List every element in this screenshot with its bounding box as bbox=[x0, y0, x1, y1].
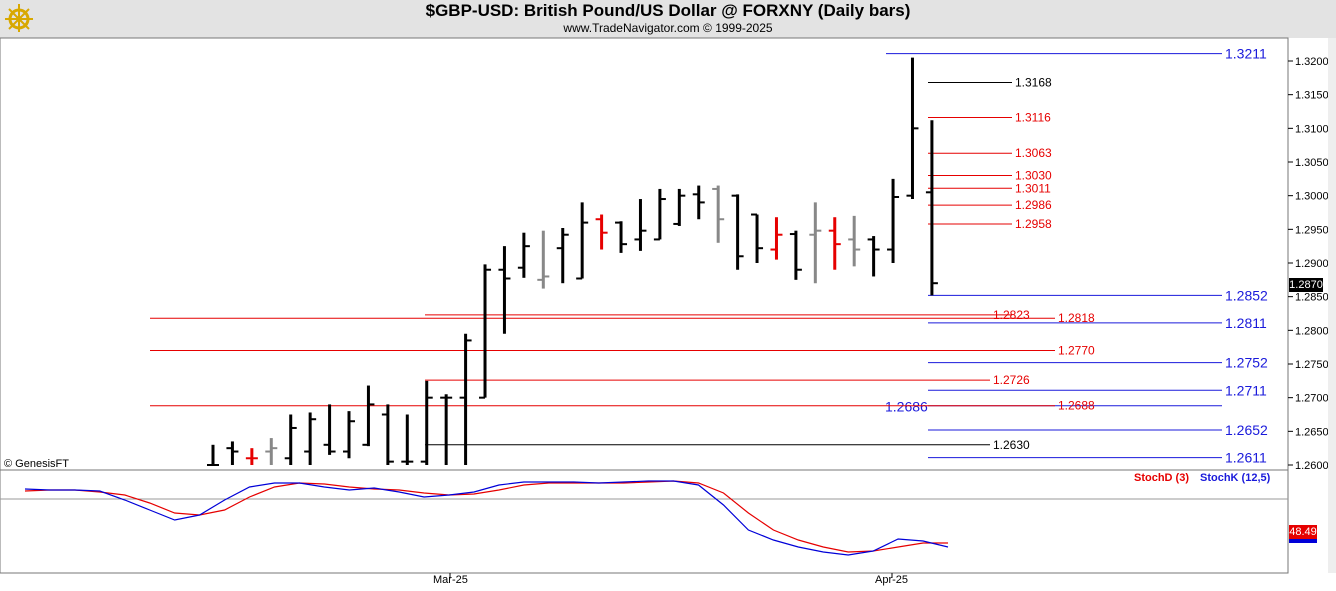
y-tick-label: 1.2950 bbox=[1295, 224, 1329, 236]
price-bar bbox=[828, 217, 841, 270]
blue-level-label: 1.2811 bbox=[1225, 315, 1267, 331]
stoch-k-legend: StochK (12,5) bbox=[1200, 472, 1271, 484]
red-level-label: 1.2958 bbox=[1015, 217, 1052, 231]
price-bar bbox=[479, 264, 492, 399]
price-bar bbox=[207, 444, 219, 466]
price-bar bbox=[517, 232, 530, 278]
price-axis: 1.2600 1.2650 1.2700 1.2750 1.2800 1.2850 1.29… bbox=[1288, 38, 1336, 573]
price-bar bbox=[867, 236, 880, 277]
price-bar bbox=[323, 404, 336, 455]
red-level-label: 1.2688 bbox=[1058, 399, 1095, 413]
price-bar bbox=[731, 194, 744, 270]
blue-level-label: 1.3211 bbox=[1225, 46, 1267, 62]
price-bar bbox=[692, 185, 705, 220]
blue-level-label: 1.2611 bbox=[1225, 450, 1267, 466]
price-bar bbox=[906, 57, 919, 200]
blue-level-label: 1.2852 bbox=[1225, 287, 1268, 303]
y-tick-label: 1.2600 bbox=[1295, 460, 1329, 472]
copyright-label: © GenesisFT bbox=[4, 458, 69, 470]
chart-subtitle: www.TradeNavigator.com © 1999-2025 bbox=[563, 21, 773, 35]
price-bar bbox=[440, 394, 453, 465]
price-bar bbox=[459, 333, 472, 465]
axis-strip bbox=[1328, 38, 1336, 573]
red-level-label: 1.2823 bbox=[993, 308, 1030, 322]
price-bar bbox=[343, 411, 356, 459]
price-bar bbox=[848, 215, 861, 267]
price-bar bbox=[556, 227, 569, 284]
price-bar bbox=[634, 199, 647, 251]
price-bar bbox=[498, 246, 511, 334]
chart-title: $GBP-USD: British Pound/US Dollar @ FORX… bbox=[425, 1, 911, 20]
y-tick-label: 1.2700 bbox=[1295, 393, 1329, 405]
y-tick-label: 1.2800 bbox=[1295, 325, 1329, 337]
price-bar bbox=[751, 213, 764, 263]
price-bar bbox=[362, 385, 375, 447]
price-bar bbox=[615, 221, 628, 253]
price-bar bbox=[809, 202, 822, 284]
y-tick-label: 1.2850 bbox=[1295, 292, 1329, 304]
last-price-tag: 1.2870 bbox=[1289, 278, 1323, 292]
stoch-k-line bbox=[24, 480, 949, 556]
price-bar bbox=[653, 188, 666, 241]
blue-level-label: 1.2711 bbox=[1225, 382, 1267, 398]
blue-level-label: 1.2752 bbox=[1225, 355, 1268, 371]
red-level-label: 1.3011 bbox=[1015, 181, 1051, 195]
price-bar bbox=[595, 214, 608, 250]
y-tick-label: 1.3200 bbox=[1295, 56, 1329, 68]
x-label-apr: Apr-25 bbox=[875, 574, 909, 586]
y-tick-label: 1.3150 bbox=[1295, 90, 1329, 102]
ship-wheel-logo-icon bbox=[5, 4, 33, 32]
price-bar bbox=[265, 438, 278, 465]
blue-level-label: 1.2652 bbox=[1225, 422, 1268, 438]
y-tick-label: 1.3050 bbox=[1295, 157, 1329, 169]
y-tick-label: 1.2900 bbox=[1295, 258, 1329, 270]
black-level-label: 1.2630 bbox=[993, 438, 1030, 452]
y-tick-label: 1.3100 bbox=[1295, 123, 1329, 135]
stoch-value-tag: 48.49 bbox=[1289, 525, 1317, 539]
red-level-label: 1.3030 bbox=[1015, 168, 1052, 182]
price-bar bbox=[381, 404, 394, 465]
price-bar bbox=[401, 414, 414, 465]
stoch-d-line bbox=[24, 480, 948, 553]
price-bar bbox=[284, 414, 297, 465]
price-bar bbox=[420, 380, 433, 465]
price-bar bbox=[887, 178, 900, 263]
stoch-d-legend: StochD (3) bbox=[1134, 472, 1189, 484]
price-bar bbox=[576, 202, 589, 280]
y-tick-label: 1.2650 bbox=[1295, 426, 1329, 438]
red-level-label: 1.3116 bbox=[1015, 111, 1051, 125]
red-level-label: 1.3063 bbox=[1015, 146, 1052, 160]
red-level-label: 1.2726 bbox=[993, 373, 1030, 387]
y-tick-label: 1.3000 bbox=[1295, 191, 1329, 203]
y-tick-label: 1.2750 bbox=[1295, 359, 1329, 371]
red-level-label: 1.2770 bbox=[1058, 344, 1095, 358]
chart-header: $GBP-USD: British Pound/US Dollar @ FORX… bbox=[0, 0, 1336, 38]
price-bars bbox=[207, 57, 938, 466]
price-bar bbox=[673, 188, 686, 226]
price-bar bbox=[226, 441, 239, 465]
price-bar bbox=[537, 230, 550, 289]
stoch-k-tag bbox=[1289, 539, 1317, 543]
x-label-mar: Mar-25 bbox=[433, 574, 468, 586]
price-bar bbox=[925, 120, 938, 296]
stochastic-panel bbox=[24, 480, 949, 578]
price-bar bbox=[789, 230, 802, 280]
blue-level-label: 1.2686 bbox=[885, 399, 928, 415]
price-bar bbox=[245, 448, 258, 465]
price-bar bbox=[770, 217, 783, 260]
level-lines: 1.3211 1.2852 1.2811 1.2752 1.2711 1.2686 1.26… bbox=[150, 46, 1268, 466]
black-level-label: 1.3168 bbox=[1015, 76, 1052, 90]
red-level-label: 1.2986 bbox=[1015, 198, 1052, 212]
price-bar bbox=[304, 412, 317, 465]
price-bar bbox=[712, 185, 725, 243]
red-level-label: 1.2818 bbox=[1058, 311, 1095, 325]
